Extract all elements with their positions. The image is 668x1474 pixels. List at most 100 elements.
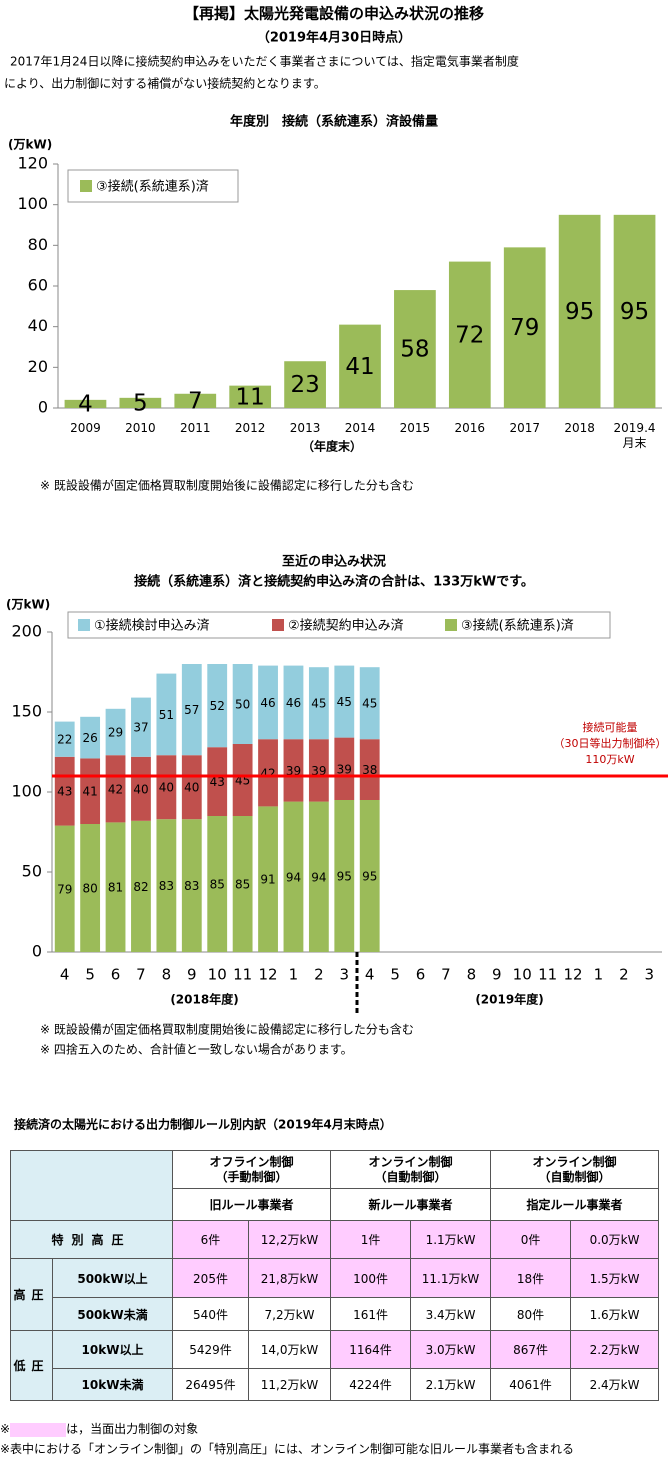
- bar: [119, 397, 162, 408]
- page-date: （2019年4月30日時点）: [257, 30, 411, 46]
- data-label: 40: [184, 781, 199, 795]
- bar: [54, 721, 75, 757]
- table-row: 10kW未満 26495件 11,2万kW 4224件 2.1万kW 4061件 2.4万k…: [11, 1368, 660, 1401]
- bar: [181, 819, 202, 952]
- bar: [339, 324, 381, 408]
- bar: [156, 755, 177, 820]
- legend-box: [67, 611, 611, 639]
- bar: [503, 247, 546, 408]
- x-tick-label: 1: [289, 966, 299, 984]
- x-tick-label: 2019.4月末: [613, 421, 656, 450]
- cell: 205件: [172, 1258, 249, 1298]
- legend-label: ②接続契約申込み済: [288, 618, 404, 634]
- data-label: 46: [260, 696, 275, 710]
- row-group: 特別高圧: [10, 1220, 173, 1259]
- bar: [283, 801, 304, 952]
- cell: 0件: [490, 1220, 572, 1259]
- notice-line: により、出力制御に対する補償がない接続契約となります。: [4, 76, 326, 91]
- data-label: 39: [337, 762, 352, 776]
- header-row: オフライン制御 （手動制御） オンライン制御 （自動制御） オンライン制御 （自動制御）: [10, 1150, 660, 1221]
- highlight-swatch: [10, 1422, 67, 1437]
- x-tick-label: 10: [513, 966, 532, 984]
- bar: [359, 739, 380, 800]
- data-label: 43: [57, 785, 72, 799]
- reference-label: （30日等出力制御枠）: [554, 736, 667, 750]
- table-note: ※ は，当面出力制御の対象: [0, 1420, 198, 1437]
- x-tick-label: 5: [85, 966, 95, 984]
- x-tick-label: 10: [208, 966, 227, 984]
- data-label: 50: [235, 698, 250, 712]
- y-tick-label: 100: [11, 782, 42, 801]
- y-tick-label: 60: [28, 276, 48, 295]
- bar: [308, 739, 329, 802]
- cell: 11,2万kW: [247, 1368, 332, 1401]
- bar: [54, 756, 75, 826]
- data-label: 41: [345, 354, 374, 380]
- cell: 0.0万kW: [570, 1220, 660, 1259]
- bar: [156, 819, 177, 952]
- x-tick-label: 2009: [70, 421, 101, 435]
- data-label: 94: [311, 870, 326, 884]
- bar: [308, 801, 329, 952]
- group-title: オフライン制御: [209, 1154, 294, 1169]
- cell: 21,8万kW: [247, 1258, 332, 1298]
- cell: 1件: [330, 1220, 412, 1259]
- legend-swatch: [445, 619, 457, 631]
- cell: 540件: [172, 1297, 249, 1331]
- note-text: は，当面出力制御の対象: [66, 1422, 199, 1436]
- data-label: 42: [260, 766, 275, 780]
- data-label: 81: [108, 881, 123, 895]
- bar: [54, 825, 75, 952]
- data-label: 85: [235, 878, 250, 892]
- cell: 1.5万kW: [570, 1258, 660, 1298]
- x-tick-label: 6: [111, 966, 121, 984]
- group-title: （手動制御）: [215, 1169, 288, 1184]
- legend-swatch: [78, 619, 90, 631]
- table-note: ※表中における「オンライン制御」の「特別高圧」には、オンライン制御可能な旧ルール…: [0, 1442, 575, 1456]
- data-label: 79: [57, 882, 72, 896]
- cell: 14,0万kW: [247, 1330, 332, 1369]
- group-header: オンライン制御 （自動制御）: [330, 1150, 492, 1189]
- data-label: 45: [337, 695, 352, 709]
- data-label: 51: [159, 708, 174, 722]
- bar: [232, 664, 253, 744]
- chart-note: ※ 既設設備が固定価格買取制度開始後に設備認定に移行した分も含む: [40, 1022, 414, 1037]
- y-axis-label: (万kW): [6, 598, 50, 612]
- data-label: 79: [510, 315, 539, 341]
- bar: [394, 290, 436, 408]
- data-label: 37: [133, 721, 148, 735]
- legend-label: ①接続検討申込み済: [94, 618, 210, 634]
- row-label: 500kW未満: [52, 1297, 173, 1331]
- data-label: 94: [286, 870, 301, 884]
- data-label: 45: [311, 697, 326, 711]
- cell: 11.1万kW: [410, 1258, 492, 1298]
- x-tick-label: 7: [136, 966, 146, 984]
- reference-label: 接続可能量: [583, 720, 638, 734]
- bar: [64, 399, 107, 408]
- cell: 161件: [330, 1297, 412, 1331]
- cell: 3.4万kW: [410, 1297, 492, 1331]
- bar: [229, 385, 272, 408]
- x-tick-label: 9: [492, 966, 502, 984]
- y-tick-label: 0: [32, 942, 42, 961]
- bar: [207, 664, 228, 748]
- bar: [105, 822, 126, 952]
- bar: [334, 665, 355, 738]
- bar: [80, 716, 101, 759]
- bar: [284, 361, 326, 408]
- x-tick-label: 2013: [289, 421, 321, 435]
- data-label: 95: [337, 870, 352, 884]
- row-group: 高圧: [10, 1258, 53, 1331]
- bar: [334, 800, 355, 952]
- x-tick-label: 11: [538, 966, 557, 984]
- table-row: 高圧 500kW以上 205件 21,8万kW 100件 11.1万kW 18件 1.5万kW: [10, 1258, 660, 1331]
- table-title: 接続済の太陽光における出力制御ルール別内訳（2019年4月末時点）: [14, 1117, 392, 1132]
- x-tick-label: 2: [314, 966, 324, 984]
- y-tick-label: 40: [28, 316, 48, 335]
- y-tick-label: 120: [17, 154, 48, 173]
- bar: [207, 816, 228, 952]
- group-header: オンライン制御 （自動制御）: [490, 1150, 660, 1189]
- bar: [334, 737, 355, 800]
- cell: 12,2万kW: [247, 1220, 332, 1259]
- y-tick-label: 200: [11, 622, 42, 641]
